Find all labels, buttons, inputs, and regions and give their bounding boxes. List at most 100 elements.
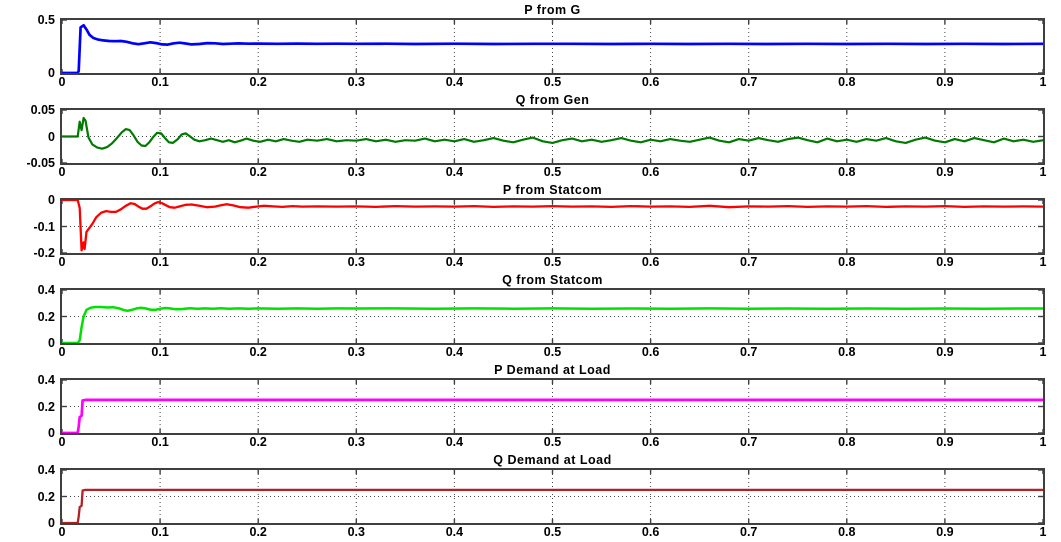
x-tick-label: 0.7: [739, 75, 758, 89]
x-tick-label: 0.2: [249, 75, 267, 89]
grid-lines: [62, 290, 1043, 343]
subplot-row: Q from Gen 0.05 0 -0.05 0 0.1 0.2 0.3 0.4 0.5 0.…: [0, 93, 1061, 182]
y-tick-label: 0.5: [37, 13, 55, 27]
series-line: [62, 305, 1043, 343]
grid-lines: [159, 20, 946, 73]
x-tick-label: 0.8: [838, 345, 856, 359]
x-tick-label: 0.1: [151, 345, 169, 359]
x-tick-label: 0.2: [249, 345, 267, 359]
x-tick-label: 0.9: [936, 165, 954, 179]
x-tick-label: 0.6: [641, 75, 660, 89]
x-tick-label: 0: [58, 345, 66, 359]
x-tick-label: 0.9: [936, 525, 954, 539]
plot-row: 0.4 0.2 0 0 0.1 0.2 0.3 0.4 0.5 0.6 0.7 0.8 0.9 1: [38, 283, 1047, 359]
y-tick-label: 0.4: [37, 463, 55, 477]
subplot-title: Q from Statcom: [502, 273, 603, 287]
plot-canvas: [62, 20, 1043, 73]
axis-tick-marks: [62, 470, 1043, 523]
axis-tick-marks: [62, 290, 1043, 343]
subplot-title: Q from Gen: [515, 93, 590, 107]
x-tick-label: 0.7: [739, 165, 758, 179]
x-tick-label: 0.9: [936, 255, 954, 269]
plot-row: 0.5 0 0 0.1 0.2 0.3 0.4 0.5 0.6 0.7 0.8 0.9 1: [38, 13, 1047, 89]
grid-lines: [62, 110, 1043, 163]
y-axis-labels: 0.05 0 -0.05: [2, 103, 60, 170]
x-tick-label: 1: [1039, 165, 1047, 179]
x-tick-label: 1: [1039, 345, 1047, 359]
x-tick-label: 0: [58, 255, 66, 269]
y-tick-label: 0: [48, 129, 55, 144]
x-tick-label: 0.1: [151, 525, 169, 539]
x-tick-label: 0.4: [445, 165, 464, 179]
x-tick-label: 0.4: [445, 345, 464, 359]
series-line: [62, 23, 1043, 73]
y-tick-label: 0: [48, 516, 55, 530]
y-tick-label: 0: [48, 426, 55, 440]
plot-box: [60, 468, 1045, 525]
subplot-title: Q Demand at Load: [493, 453, 612, 467]
grid-lines: [62, 200, 1043, 253]
x-tick-label: 0.3: [347, 345, 365, 359]
series-line: [62, 200, 1043, 252]
x-tick-label: 0.8: [838, 255, 856, 269]
plot-box: [60, 18, 1045, 75]
y-axis-labels: 0.4 0.2 0: [2, 283, 60, 350]
x-axis-labels: 0 0.1 0.2 0.3 0.4 0.5 0.6 0.7 0.8 0.9 1: [58, 345, 1047, 361]
x-tick-label: 0: [58, 525, 66, 539]
x-tick-label: 0.1: [151, 435, 169, 449]
series-line: [62, 398, 1043, 433]
x-tick-label: 0.5: [543, 435, 562, 449]
x-tick-label: 0: [58, 75, 66, 89]
plot-row: 0 -0.1 -0.2 0 0.1 0.2 0.3 0.4 0.5 0.6 0.7 0.8 0.9 1: [33, 193, 1046, 269]
x-tick-label: 0.2: [249, 255, 267, 269]
plot-row: 0.05 0 -0.05 0 0.1 0.2 0.3 0.4 0.5 0.6 0.7 0.8 0.9 1: [27, 103, 1047, 179]
plot-canvas: [62, 470, 1043, 523]
x-tick-label: 0.5: [543, 165, 562, 179]
x-tick-label: 0.5: [543, 255, 562, 269]
subplot-title: P Demand at Load: [494, 363, 611, 377]
x-tick-label: 0.2: [249, 165, 267, 179]
subplot-row: Q from Statcom 0.4 0.2 0 0 0.1 0.2 0.3 0.4 0.5 0…: [0, 273, 1061, 362]
x-axis-labels: 0 0.1 0.2 0.3 0.4 0.5 0.6 0.7 0.8 0.9 1: [59, 435, 1047, 451]
x-tick-label: 0.6: [641, 435, 660, 449]
x-tick-label: 1: [1039, 435, 1047, 449]
x-tick-label: 0.1: [151, 165, 169, 179]
x-tick-label: 0.4: [445, 75, 464, 89]
plot-canvas: [62, 110, 1043, 163]
y-axis-labels: 0.4 0.2 0: [2, 463, 60, 530]
y-axis-labels: 0.5 0: [2, 13, 60, 80]
y-tick-label: 0: [48, 336, 55, 350]
plot-row: 0.4 0.2 0 0 0.1 0.2 0.3 0.4 0.5 0.6 0.7 0.8 0.9 1: [38, 463, 1047, 539]
y-tick-label: 0.4: [37, 373, 55, 387]
x-tick-label: 0.1: [151, 75, 169, 89]
x-tick-label: 0.6: [641, 525, 660, 539]
x-tick-label: 0.8: [838, 75, 856, 89]
plot-canvas: [62, 290, 1043, 343]
axis-tick-marks: [62, 380, 1043, 433]
x-tick-label: 0.2: [249, 525, 267, 539]
x-tick-label: 0.5: [543, 525, 562, 539]
x-tick-label: 0.7: [739, 435, 758, 449]
plot-box: [60, 198, 1045, 255]
series-line: [62, 488, 1043, 523]
x-tick-label: 1: [1039, 525, 1047, 539]
x-tick-label: 0.4: [445, 435, 464, 449]
plot-box: [60, 108, 1045, 165]
plot-box: [60, 378, 1045, 435]
x-tick-label: 0: [58, 165, 66, 179]
x-tick-label: 0.4: [445, 525, 464, 539]
x-tick-label: 0.3: [347, 165, 365, 179]
y-tick-label: 0.2: [37, 399, 55, 414]
x-tick-label: 0.6: [641, 165, 660, 179]
y-tick-label: -0.1: [33, 219, 55, 234]
x-tick-label: 0.6: [641, 345, 660, 359]
x-tick-label: 0.1: [151, 255, 169, 269]
x-tick-label: 0.4: [445, 255, 464, 269]
grid-lines: [62, 380, 1043, 433]
x-axis-labels: 0 0.1 0.2 0.3 0.4 0.5 0.6 0.7 0.8 0.9 1: [58, 525, 1047, 541]
subplot-title: P from Statcom: [502, 183, 603, 197]
subplot-row: P Demand at Load 0.4 0.2 0 0 0.1 0.2 0.3 0.4 0.…: [0, 363, 1061, 452]
x-tick-label: 0.5: [543, 75, 562, 89]
x-tick-label: 0.7: [739, 525, 758, 539]
